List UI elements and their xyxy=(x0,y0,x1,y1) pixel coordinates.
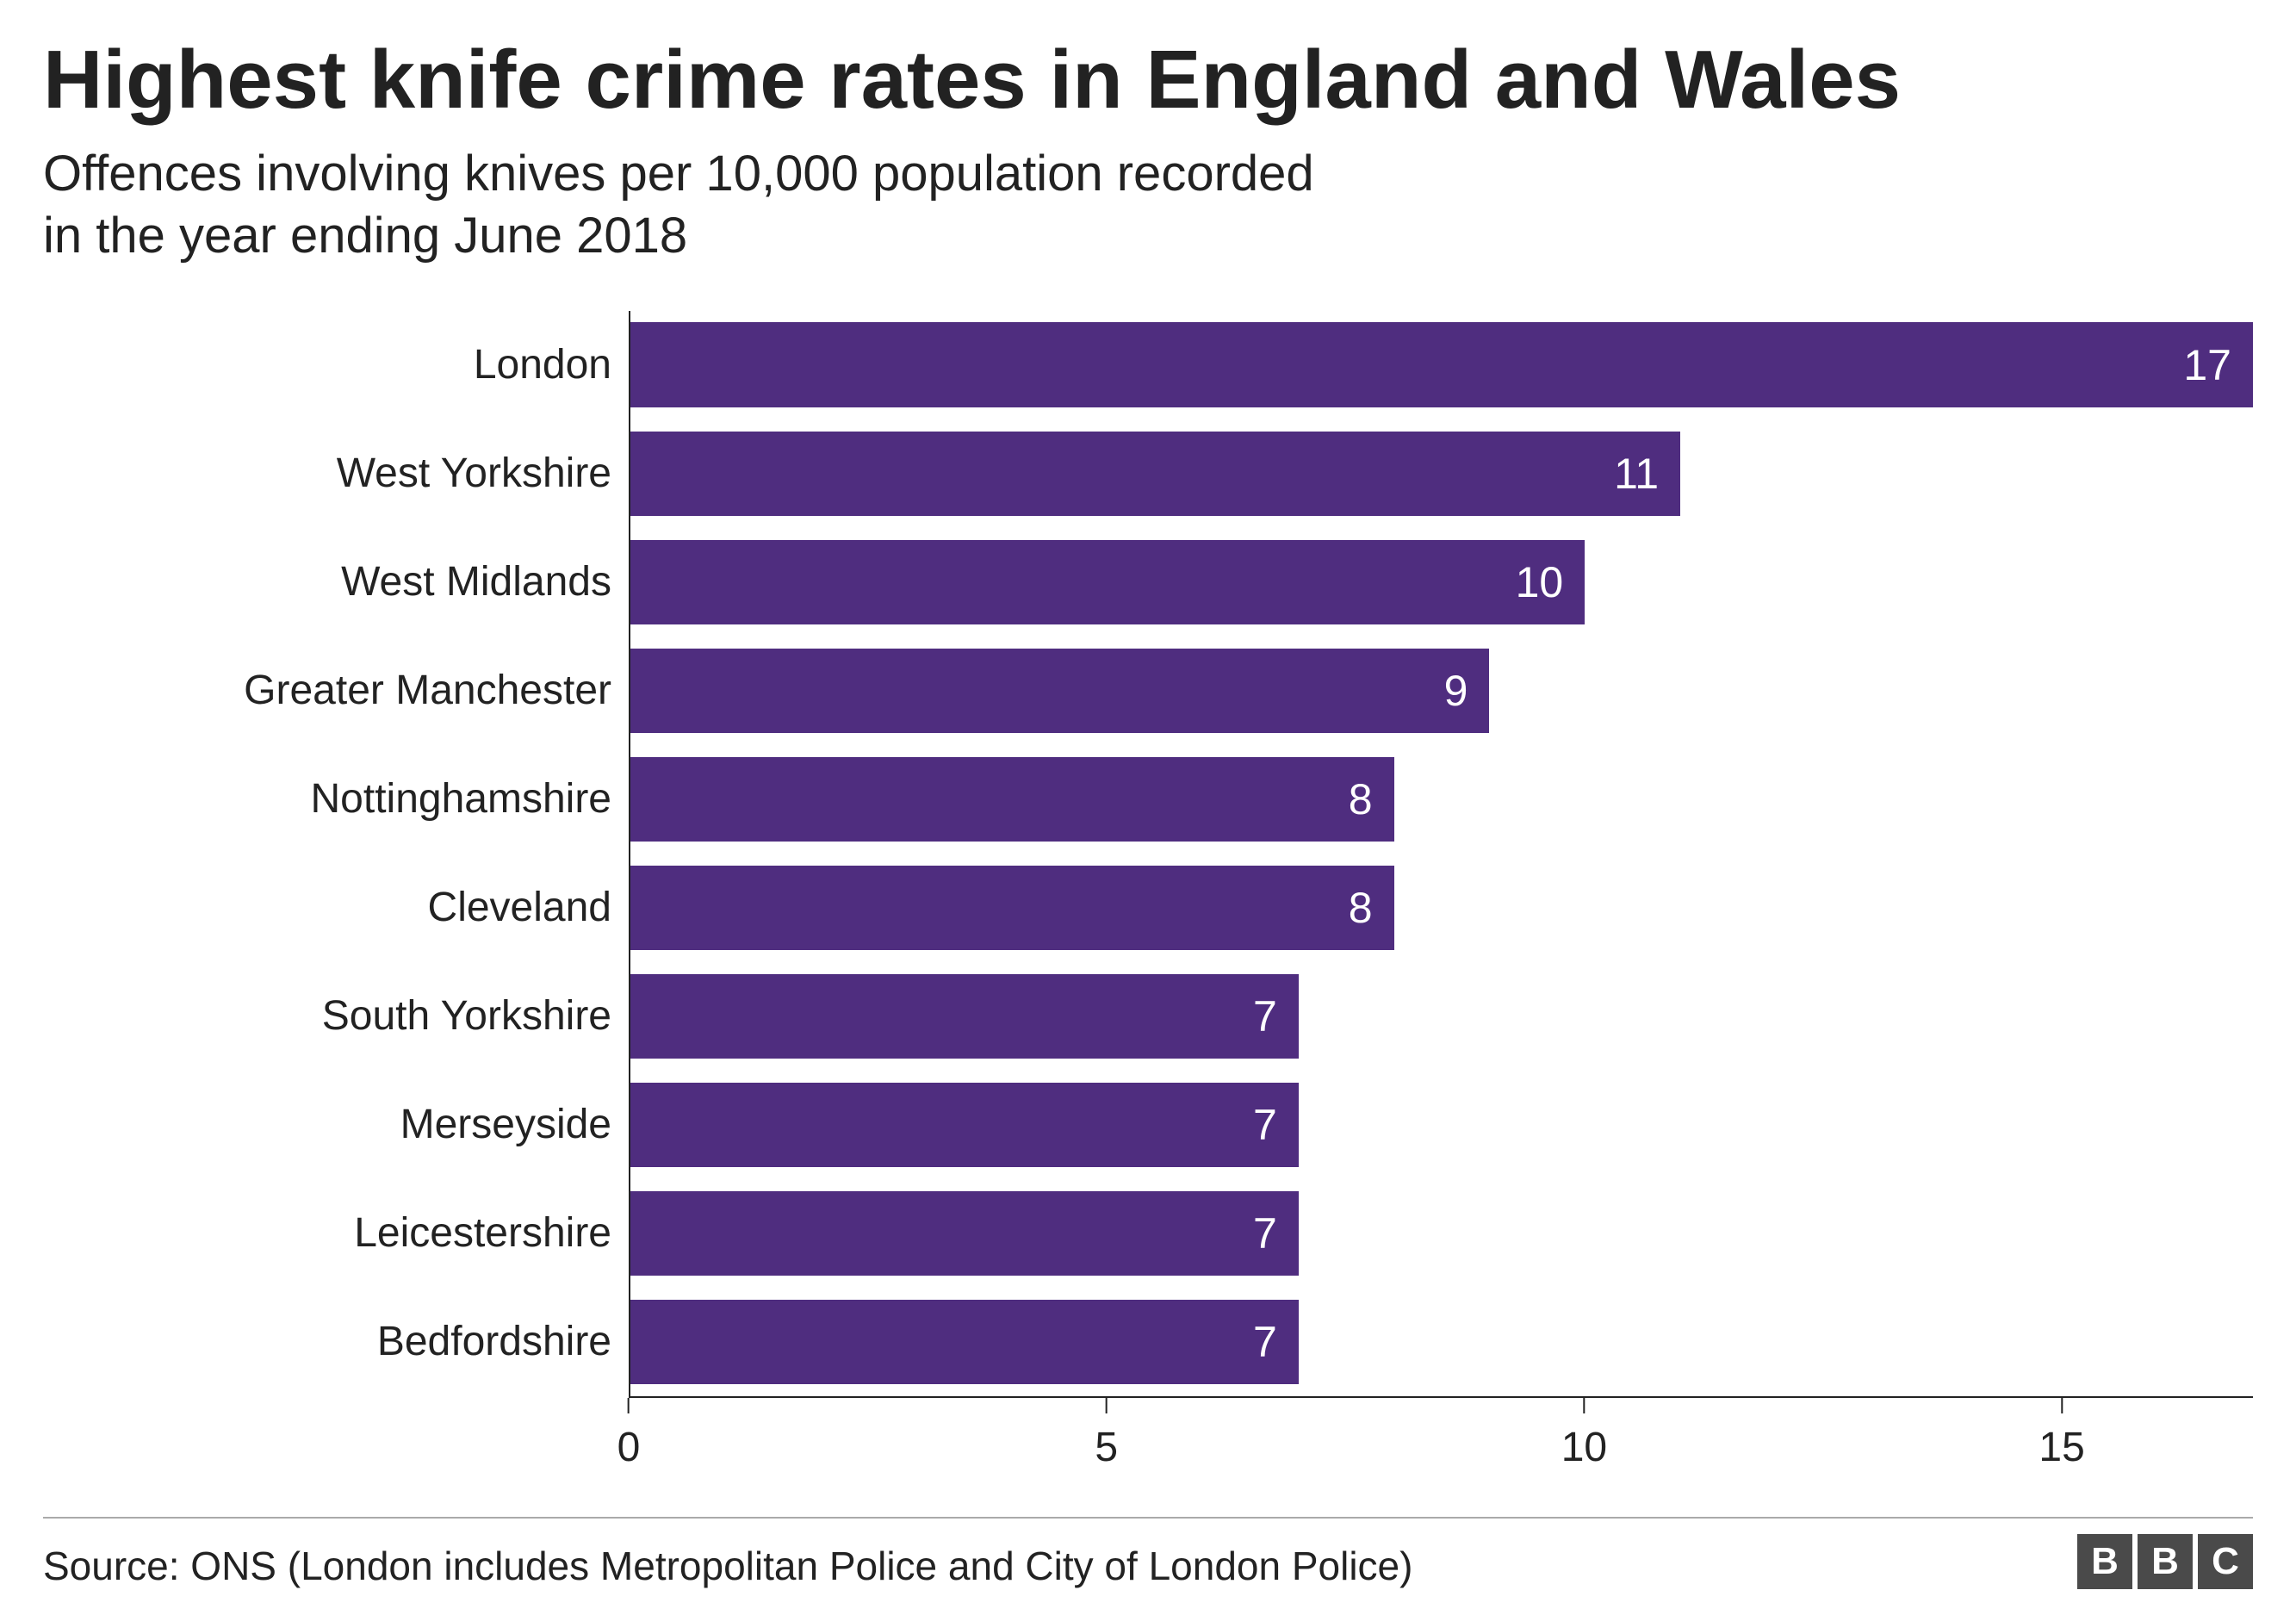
bar-value-label: 7 xyxy=(1253,1317,1277,1367)
bar: 8 xyxy=(630,866,1394,950)
bars-region: 17 11 10 9 8 8 7 7 7 7 xyxy=(629,311,2253,1396)
y-axis-label: Merseyside xyxy=(43,1101,611,1148)
bar-value-label: 8 xyxy=(1349,774,1373,824)
bar-row: 10 xyxy=(630,528,2253,637)
y-axis-label: Nottinghamshire xyxy=(43,775,611,823)
y-axis-label: South Yorkshire xyxy=(43,992,611,1040)
bar-row: 7 xyxy=(630,962,2253,1071)
bar-row: 7 xyxy=(630,1071,2253,1179)
bar: 11 xyxy=(630,432,1680,516)
bar-row: 11 xyxy=(630,419,2253,528)
x-tick-mark xyxy=(2061,1398,2063,1413)
bar: 8 xyxy=(630,757,1394,842)
x-tick-label: 0 xyxy=(617,1424,641,1471)
y-axis-label: Cleveland xyxy=(43,884,611,931)
x-tick-label: 10 xyxy=(1561,1424,1607,1471)
x-tick-mark xyxy=(1106,1398,1108,1413)
bar: 7 xyxy=(630,1300,1299,1384)
y-axis-label: London xyxy=(43,341,611,388)
bar-row: 7 xyxy=(630,1288,2253,1396)
x-axis-tick: 5 xyxy=(1095,1398,1118,1471)
y-axis-label: Greater Manchester xyxy=(43,667,611,714)
bbc-logo-letter: B xyxy=(2077,1534,2132,1589)
bar: 17 xyxy=(630,322,2253,407)
bar: 7 xyxy=(630,1083,1299,1167)
bar: 9 xyxy=(630,649,1489,733)
x-axis-tick: 10 xyxy=(1561,1398,1607,1471)
x-tick-label: 5 xyxy=(1095,1424,1118,1471)
bar-value-label: 8 xyxy=(1349,883,1373,933)
bar: 7 xyxy=(630,1191,1299,1276)
source-text: Source: ONS (London includes Metropolita… xyxy=(43,1543,1412,1589)
y-axis-label: Leicestershire xyxy=(43,1209,611,1257)
bar-row: 7 xyxy=(630,1179,2253,1288)
x-tick-mark xyxy=(628,1398,630,1413)
bar-value-label: 9 xyxy=(1444,666,1468,716)
bar-value-label: 7 xyxy=(1253,1208,1277,1258)
bar-value-label: 7 xyxy=(1253,991,1277,1041)
x-axis-tick: 15 xyxy=(2038,1398,2084,1471)
y-axis-label: Bedfordshire xyxy=(43,1318,611,1365)
x-axis: 0 5 10 15 xyxy=(43,1396,2253,1491)
bar-value-label: 7 xyxy=(1253,1100,1277,1150)
bar: 10 xyxy=(630,540,1585,624)
bar-value-label: 17 xyxy=(2183,340,2231,390)
bbc-logo-letter: B xyxy=(2138,1534,2193,1589)
x-tick-label: 15 xyxy=(2038,1424,2084,1471)
chart-subtitle: Offences involving knives per 10,000 pop… xyxy=(43,143,2253,268)
plot-region: London West Yorkshire West Midlands Greater… xyxy=(43,311,2253,1396)
bar-row: 9 xyxy=(630,637,2253,745)
chart-area: London West Yorkshire West Midlands Greater… xyxy=(43,311,2253,1491)
bar-row: 17 xyxy=(630,311,2253,419)
bar-row: 8 xyxy=(630,745,2253,854)
x-axis-tick: 0 xyxy=(617,1398,641,1471)
x-tick-mark xyxy=(1583,1398,1585,1413)
bar-value-label: 11 xyxy=(1614,449,1659,499)
chart-footer: Source: ONS (London includes Metropolita… xyxy=(43,1517,2253,1589)
y-axis-label: West Midlands xyxy=(43,558,611,606)
bar-row: 8 xyxy=(630,854,2253,962)
y-axis-label: West Yorkshire xyxy=(43,450,611,497)
bar: 7 xyxy=(630,974,1299,1059)
chart-title: Highest knife crime rates in England and… xyxy=(43,34,2253,126)
bbc-logo: BBC xyxy=(2077,1534,2253,1589)
bar-value-label: 10 xyxy=(1516,557,1564,607)
y-axis-labels: London West Yorkshire West Midlands Greater… xyxy=(43,311,629,1396)
bbc-logo-letter: C xyxy=(2198,1534,2253,1589)
